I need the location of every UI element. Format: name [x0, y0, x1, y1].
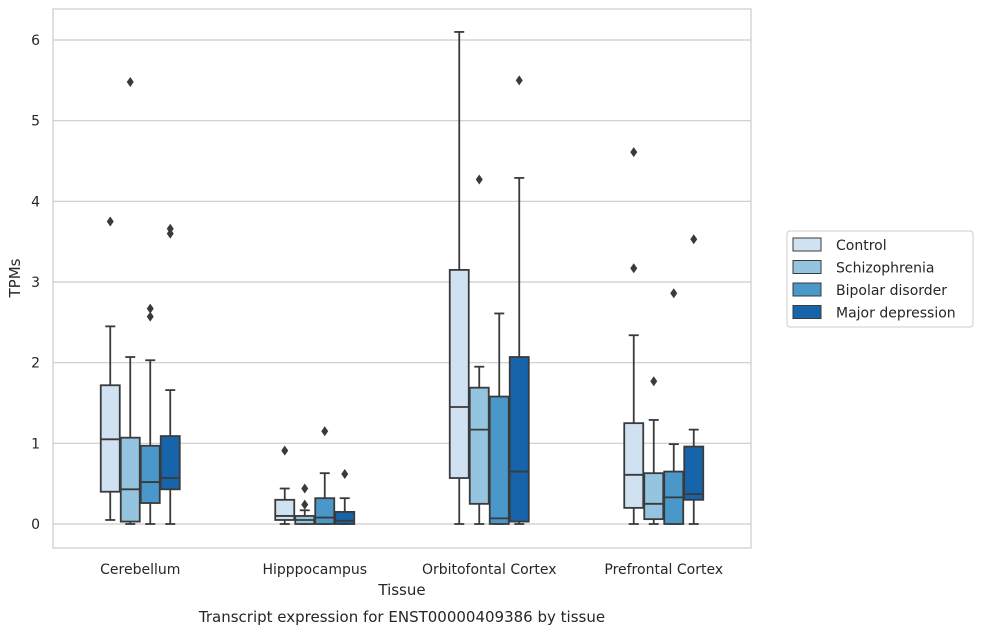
- outlier-point: [670, 288, 678, 299]
- y-axis-title: TPMs: [6, 258, 24, 298]
- outlier-point: [126, 76, 134, 87]
- outlier-point: [630, 147, 638, 158]
- legend-label: Bipolar disorder: [836, 283, 947, 299]
- box-body: [448, 268, 470, 479]
- outlier-point: [341, 468, 349, 479]
- plot-frame: [52, 8, 752, 549]
- series-control: [99, 31, 645, 525]
- box: [623, 147, 645, 525]
- legend-frame: [786, 230, 974, 328]
- box: [119, 76, 141, 525]
- box: [663, 288, 685, 525]
- legend-swatch: [792, 260, 822, 274]
- box-body: [314, 497, 336, 525]
- outlier-point: [106, 216, 114, 227]
- box-body: [683, 445, 705, 501]
- box-body: [508, 356, 530, 523]
- box: [683, 234, 705, 525]
- outlier-point: [301, 499, 309, 510]
- box: [99, 216, 121, 521]
- box: [314, 426, 336, 525]
- y-tick-label: 3: [31, 275, 40, 291]
- legend-label: Major depression: [836, 306, 956, 322]
- outlier-point: [146, 311, 154, 322]
- box-body: [334, 510, 356, 525]
- box-body: [274, 498, 296, 521]
- outlier-point: [650, 376, 658, 387]
- x-tick-label: Prefrontal Cortex: [604, 562, 723, 578]
- box-series-group: [99, 31, 705, 525]
- y-tick-label: 5: [31, 114, 40, 130]
- y-tick-label: 1: [31, 436, 40, 452]
- box: [274, 445, 296, 525]
- legend-swatch: [792, 305, 822, 319]
- x-axis-title: Tissue: [377, 581, 425, 599]
- box-body: [468, 386, 490, 505]
- box-body: [139, 444, 161, 504]
- series-schizophrenia: [119, 76, 665, 525]
- outlier-point: [166, 228, 174, 239]
- outlier-point: [515, 75, 523, 86]
- box: [159, 223, 181, 525]
- outlier-point: [321, 426, 329, 437]
- legend-label: Schizophrenia: [836, 261, 934, 277]
- y-tick-label: 6: [31, 33, 40, 49]
- box-body: [643, 472, 665, 521]
- box: [468, 174, 490, 525]
- x-axis-ticks: Cerebellum Hipppocampus Orbitofontal Corte…: [100, 562, 723, 578]
- box: [488, 312, 510, 525]
- y-tick-label: 4: [31, 194, 40, 210]
- y-tick-label: 0: [31, 517, 40, 533]
- box: [448, 31, 470, 525]
- box: [643, 376, 665, 525]
- series-major-depression: [159, 75, 705, 525]
- outlier-point: [630, 263, 638, 274]
- x-tick-label: Orbitofontal Cortex: [422, 562, 557, 578]
- series-bipolar-disorder: [139, 288, 685, 525]
- x-tick-label: Cerebellum: [100, 562, 180, 578]
- box-body: [623, 422, 645, 509]
- box: [139, 303, 161, 525]
- box-body: [488, 395, 510, 525]
- legend-swatch: [792, 282, 822, 297]
- box: [294, 483, 316, 525]
- outlier-point: [475, 174, 483, 185]
- y-axis-ticks: 0 1 2 3 4 5 6: [31, 33, 40, 533]
- outlier-point: [281, 445, 289, 456]
- box-body: [119, 436, 141, 523]
- y-tick-label: 2: [31, 356, 40, 372]
- outlier-point: [690, 234, 698, 245]
- outlier-point: [146, 303, 154, 314]
- legend-swatch: [792, 237, 822, 252]
- box: [508, 75, 530, 525]
- box-body: [159, 435, 181, 491]
- x-tick-label: Hipppocampus: [262, 562, 367, 578]
- legend: Control Schizophrenia Bipolar disorder Majo…: [786, 230, 974, 328]
- box: [334, 468, 356, 525]
- chart-caption: Transcript expression for ENST0000040938…: [198, 608, 605, 626]
- legend-label: Control: [836, 238, 887, 254]
- outlier-point: [301, 483, 309, 494]
